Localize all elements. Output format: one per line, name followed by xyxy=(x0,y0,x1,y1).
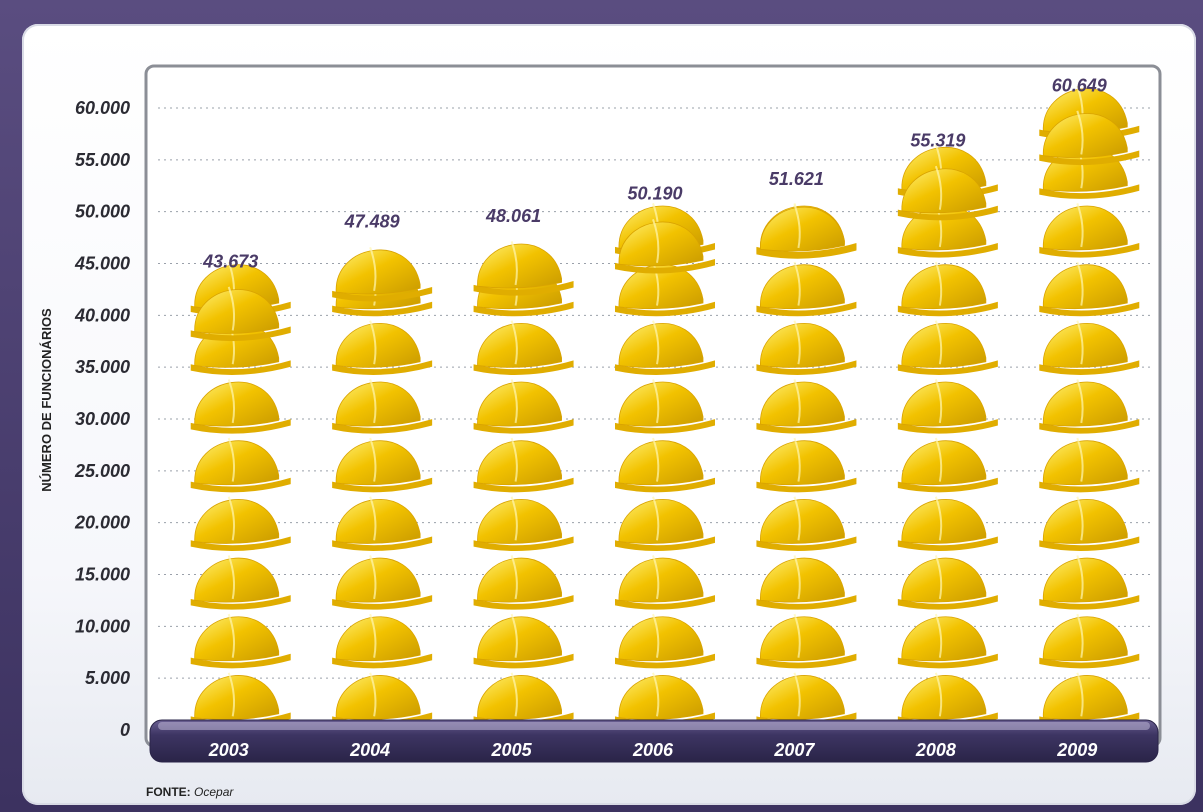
y-tick-label: 30.000 xyxy=(75,409,130,429)
bar-2005 xyxy=(473,241,574,728)
y-tick-label: 60.000 xyxy=(75,98,130,118)
bar-2009 xyxy=(1039,85,1140,728)
bar-2006 xyxy=(615,203,715,728)
y-tick-label: 15.000 xyxy=(75,565,130,585)
y-tick-label: 45.000 xyxy=(74,254,130,274)
value-label: 50.190 xyxy=(627,184,682,204)
value-label: 51.621 xyxy=(769,169,824,189)
y-tick-label: 20.000 xyxy=(74,513,130,533)
value-label: 60.649 xyxy=(1052,75,1107,95)
value-label: 48.061 xyxy=(485,206,541,226)
y-tick-label: 0 xyxy=(120,720,130,740)
x-tick-label: 2006 xyxy=(632,740,674,760)
bars xyxy=(190,85,1140,728)
value-label: 47.489 xyxy=(344,212,400,232)
x-tick-label: 2004 xyxy=(349,740,390,760)
y-tick-label: 10.000 xyxy=(75,616,130,636)
bar-2004 xyxy=(332,246,433,728)
x-tick-label: 2003 xyxy=(208,740,249,760)
y-tick-label: 5.000 xyxy=(85,668,130,688)
y-tick-label: 35.000 xyxy=(75,357,130,377)
source-note: FONTE: Ocepar xyxy=(146,785,233,799)
y-axis-label: NÚMERO DE FUNCIONÁRIOS xyxy=(39,308,54,492)
x-tick-label: 2007 xyxy=(773,740,815,760)
x-axis-base xyxy=(149,719,1159,763)
bar-2007 xyxy=(756,203,857,728)
y-tick-label: 55.000 xyxy=(75,150,130,170)
value-label: 55.319 xyxy=(910,131,965,151)
x-tick-label: 2005 xyxy=(491,740,533,760)
y-tick-label: 25.000 xyxy=(74,461,130,481)
y-tick-label: 50.000 xyxy=(75,202,130,222)
y-tick-label: 40.000 xyxy=(74,305,130,325)
x-axis-base-sheen xyxy=(158,722,1150,730)
source-label: FONTE: xyxy=(146,785,191,799)
x-tick-label: 2009 xyxy=(1056,740,1097,760)
x-tick-label: 2008 xyxy=(915,740,956,760)
value-label: 43.673 xyxy=(202,251,258,271)
source-value: Ocepar xyxy=(194,785,234,799)
